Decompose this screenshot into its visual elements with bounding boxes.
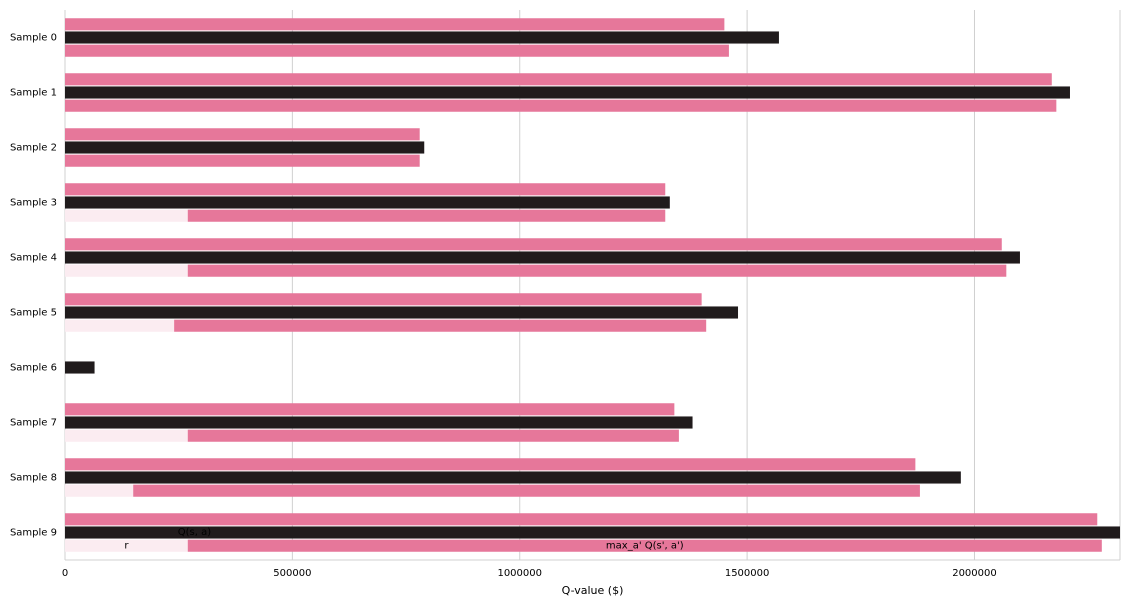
bar-r bbox=[65, 265, 188, 277]
bar-pred bbox=[65, 183, 665, 195]
bar-maxq bbox=[188, 430, 679, 442]
legend-label-pred: Q(s, a) bbox=[178, 527, 211, 538]
y-tick-label: Sample 0 bbox=[10, 33, 57, 44]
bar-target bbox=[65, 526, 1120, 538]
bar-maxq bbox=[133, 485, 920, 497]
y-tick-label: Sample 9 bbox=[10, 528, 57, 539]
bar-maxq bbox=[65, 100, 1056, 112]
qvalue-bar-chart: 0 500000 1000000 1500000 2000000 Q-value ($) S… bbox=[0, 0, 1127, 601]
bar-maxq bbox=[65, 155, 420, 167]
bar-target bbox=[65, 251, 1020, 263]
bar-r bbox=[65, 210, 188, 222]
y-tick-label: Sample 8 bbox=[10, 473, 57, 484]
x-tick-label: 500000 bbox=[273, 568, 311, 579]
bar-target bbox=[65, 141, 424, 153]
bar-r bbox=[65, 430, 188, 442]
bar-maxq bbox=[188, 265, 1007, 277]
bar-target bbox=[65, 31, 779, 43]
bar-target bbox=[65, 196, 670, 208]
y-tick-label: Sample 4 bbox=[10, 253, 57, 264]
bar-r bbox=[65, 485, 133, 497]
y-tick-label: Sample 6 bbox=[10, 363, 57, 374]
x-axis-label: Q-value ($) bbox=[562, 584, 624, 597]
bar-pred bbox=[65, 293, 702, 305]
bar-target bbox=[65, 86, 1070, 98]
y-tick-label: Sample 2 bbox=[10, 143, 57, 154]
bar-pred bbox=[65, 128, 420, 140]
bar-pred bbox=[65, 73, 1052, 85]
bar-pred bbox=[65, 403, 674, 415]
bar-target bbox=[65, 416, 693, 428]
bar-r bbox=[65, 320, 174, 332]
y-tick-label: Sample 3 bbox=[10, 198, 57, 209]
y-tick-label: Sample 7 bbox=[10, 418, 57, 429]
y-tick-label: Sample 1 bbox=[10, 88, 57, 99]
bar-maxq bbox=[174, 320, 706, 332]
y-tick-label: Sample 5 bbox=[10, 308, 57, 319]
bar-pred bbox=[65, 18, 724, 30]
bar-pred bbox=[65, 513, 1097, 525]
x-tick-label: 1000000 bbox=[497, 568, 542, 579]
bar-target bbox=[65, 306, 738, 318]
bar-maxq bbox=[188, 210, 665, 222]
x-tick-label: 0 bbox=[62, 568, 68, 579]
bar-target bbox=[65, 361, 95, 373]
bar-pred bbox=[65, 238, 1002, 250]
x-tick-label: 1500000 bbox=[725, 568, 770, 579]
legend-label-maxq: max_a' Q(s', a') bbox=[606, 540, 684, 551]
bar-target bbox=[65, 471, 961, 483]
bar-pred bbox=[65, 458, 915, 470]
x-tick-label: 2000000 bbox=[952, 568, 997, 579]
bar-maxq bbox=[65, 45, 729, 57]
